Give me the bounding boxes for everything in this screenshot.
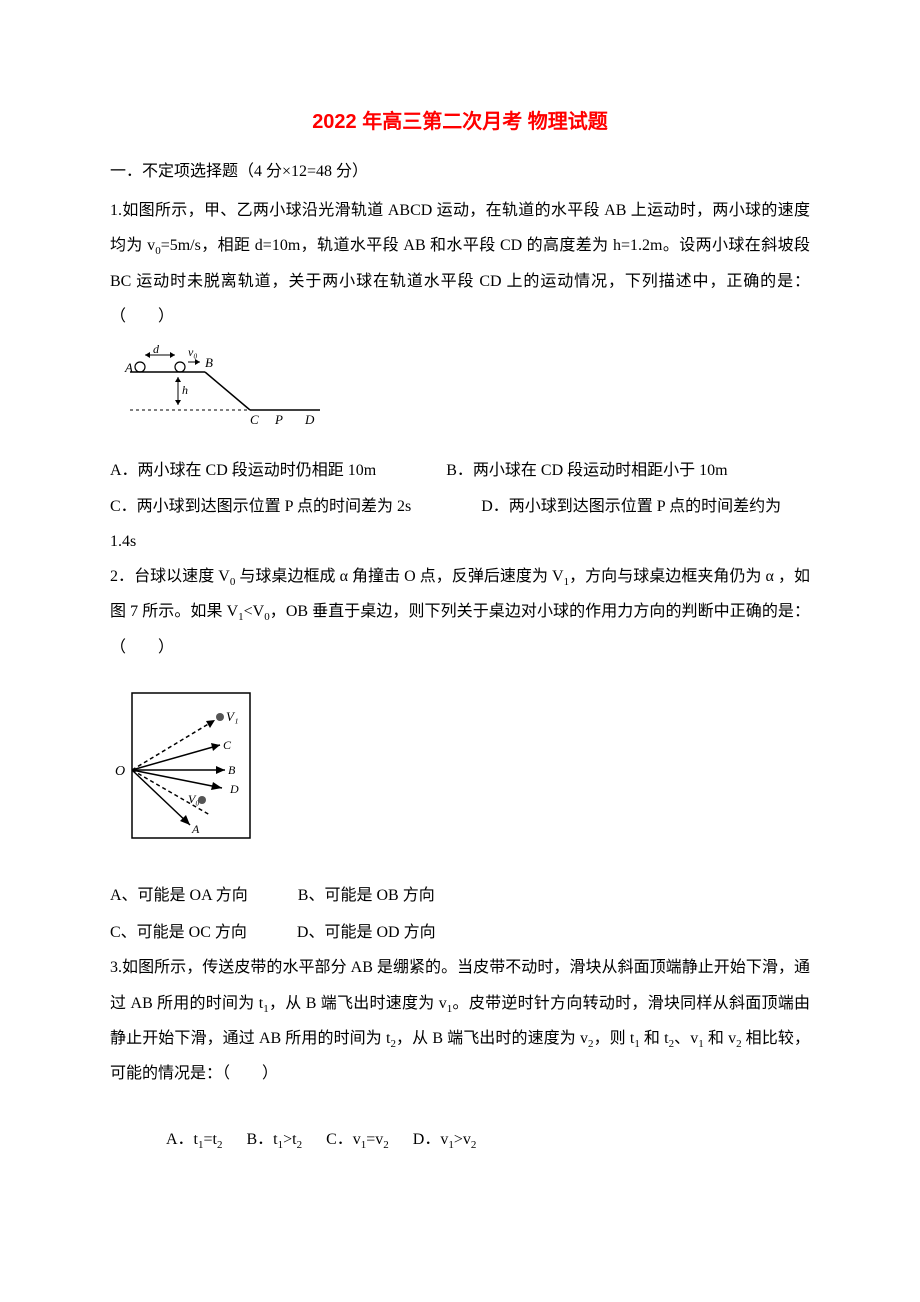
q3-p2: ，从 B 端飞出时速度为 v	[269, 995, 447, 1012]
q1-option-a: A．两小球在 CD 段运动时仍相距 10m	[110, 453, 376, 488]
q1-option-b: B．两小球在 CD 段运动时相距小于 10m	[446, 453, 727, 488]
q3-d-mid: >v	[454, 1131, 471, 1148]
q3-p4: ，从 B 端飞出时的速度为 v	[396, 1030, 588, 1047]
q3-option-d: D．v1>v2	[413, 1131, 477, 1148]
question-3-text: 3.如图所示，传送皮带的水平部分 AB 是绷紧的。当皮带不动时，滑块从斜面顶端静…	[110, 950, 810, 1091]
q3-c-pre: C．v	[326, 1131, 361, 1148]
q1-option-d: D．两小球到达图示位置 P 点的时间差约为	[481, 489, 781, 524]
q3-option-c: C．v1=v2	[326, 1131, 389, 1148]
svg-text:v₀: v₀	[188, 345, 198, 359]
svg-text:d: d	[153, 342, 160, 356]
svg-text:B: B	[205, 355, 213, 370]
svg-text:D: D	[304, 412, 315, 427]
question-1-text: 1.如图所示，甲、乙两小球沿光滑轨道 ABCD 运动，在轨道的水平段 AB 上运…	[110, 193, 810, 334]
q2-p2: 与球桌边框成 α 角撞击 O 点，反弹后速度为 V	[235, 568, 563, 585]
svg-text:V₀: V₀	[188, 792, 200, 806]
q2-option-c: C、可能是 OC 方向	[110, 915, 247, 950]
q3-p8: 和 v	[704, 1030, 736, 1047]
svg-text:C: C	[250, 412, 259, 427]
section-heading: 一．不定项选择题（4 分×12=48 分）	[110, 154, 810, 189]
q3-p7: 、v	[674, 1030, 698, 1047]
page-title: 2022 年高三第二次月考 物理试题	[110, 100, 810, 144]
svg-text:B: B	[228, 763, 236, 777]
q2-p1: 2．台球以速度 V	[110, 568, 230, 585]
q2-option-b: B、可能是 OB 方向	[298, 878, 435, 913]
svg-text:O: O	[115, 764, 125, 779]
q1-options-row2: C．两小球到达图示位置 P 点的时间差为 2s D．两小球到达图示位置 P 点的…	[110, 489, 810, 524]
q3-c-s2: 2	[383, 1139, 389, 1151]
q3-options: A．t1=t2 B．t1>t2 C．v1=v2 D．v1>v2	[110, 1122, 810, 1157]
q3-p5: ，则 t	[593, 1030, 634, 1047]
q3-a-s2: 2	[217, 1139, 223, 1151]
svg-text:C: C	[223, 738, 232, 752]
q3-b-pre: B．t	[246, 1131, 277, 1148]
svg-text:A: A	[124, 360, 133, 375]
q3-b-mid: >t	[283, 1131, 296, 1148]
svg-text:A: A	[191, 822, 200, 836]
svg-text:h: h	[182, 383, 188, 397]
q1-part2: =5m/s，相距 d=10m，轨道水平段 AB 和水平段 CD 的高度差为 h=…	[110, 237, 810, 325]
q3-a-mid: =t	[204, 1131, 217, 1148]
q3-a-pre: A．t	[166, 1131, 198, 1148]
q2-options-row1: A、可能是 OA 方向 B、可能是 OB 方向	[110, 878, 810, 913]
question-2-text: 2．台球以速度 V0 与球桌边框成 α 角撞击 O 点，反弹后速度为 V1，方向…	[110, 559, 810, 665]
q3-c-mid: =v	[366, 1131, 383, 1148]
question-1-diagram: A B C P D d v₀ h	[110, 342, 810, 445]
q1-option-d-cont: 1.4s	[110, 524, 810, 559]
q1-options-row1: A．两小球在 CD 段运动时仍相距 10m B．两小球在 CD 段运动时相距小于…	[110, 453, 810, 488]
question-2-diagram: V₁ C B D V₀ A O	[110, 685, 810, 858]
svg-text:P: P	[274, 412, 283, 427]
q2-option-a: A、可能是 OA 方向	[110, 878, 248, 913]
q3-d-pre: D．v	[413, 1131, 449, 1148]
svg-text:V₁: V₁	[226, 709, 238, 724]
q1-option-c: C．两小球到达图示位置 P 点的时间差为 2s	[110, 489, 411, 524]
q2-options-row2: C、可能是 OC 方向 D、可能是 OD 方向	[110, 915, 810, 950]
q3-p6: 和 t	[640, 1030, 669, 1047]
q3-option-b: B．t1>t2	[246, 1131, 302, 1148]
q2-p4: <V	[244, 603, 265, 620]
q3-option-a: A．t1=t2	[166, 1131, 222, 1148]
q2-option-d: D、可能是 OD 方向	[297, 915, 436, 950]
q3-b-s2: 2	[297, 1139, 303, 1151]
q3-d-s2: 2	[471, 1139, 477, 1151]
svg-text:D: D	[229, 782, 239, 796]
